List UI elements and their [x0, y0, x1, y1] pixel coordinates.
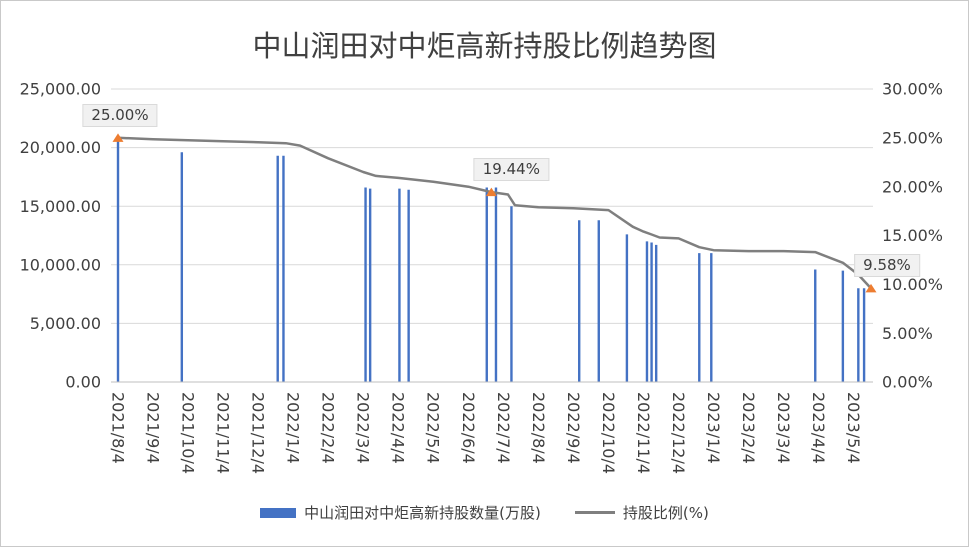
x-axis-label: 2023/5/4	[844, 392, 863, 464]
x-axis-label: 2022/9/4	[564, 392, 583, 464]
x-axis-label: 2023/2/4	[739, 392, 758, 464]
x-axis-label: 2022/12/4	[669, 392, 688, 474]
left-axis-label: 25,000.00	[20, 80, 101, 99]
x-axis-label: 2022/8/4	[529, 392, 548, 464]
right-axis-label: 10.00%	[882, 275, 943, 294]
x-axis-label: 2022/5/4	[424, 392, 443, 464]
left-axis-label: 5,000.00	[30, 314, 101, 333]
triangle-marker-icon	[112, 133, 124, 142]
legend-item-ratio: 持股比例(%)	[574, 502, 709, 523]
x-axis-label: 2021/11/4	[214, 392, 233, 474]
x-axis-label: 2022/10/4	[599, 392, 618, 474]
right-axis-label: 0.00%	[882, 373, 933, 392]
bar-series-swatch-icon	[260, 507, 297, 518]
x-axis-label: 2022/1/4	[284, 392, 303, 464]
x-axis-label: 2022/11/4	[634, 392, 653, 474]
x-axis-label: 2021/12/4	[249, 392, 268, 474]
x-axis-label: 2022/6/4	[459, 392, 478, 464]
x-axis-label: 2022/7/4	[494, 392, 513, 464]
right-axis-label: 5.00%	[882, 324, 933, 343]
x-axis-label: 2022/2/4	[319, 392, 338, 464]
x-axis-label: 2021/10/4	[178, 392, 197, 474]
right-axis-label: 25.00%	[882, 128, 943, 147]
line-series-label: 持股比例(%)	[622, 504, 709, 522]
bar-series-label: 中山润田对中炬高新持股数量(万股)	[304, 504, 541, 522]
line-series-swatch-icon	[574, 511, 615, 514]
left-axis-label: 10,000.00	[20, 255, 101, 274]
left-axis-label: 15,000.00	[20, 197, 101, 216]
data-label: 25.00%	[82, 103, 158, 127]
x-axis-label: 2023/3/4	[774, 392, 793, 464]
triangle-marker-icon	[865, 283, 877, 293]
x-axis-label: 2022/4/4	[389, 392, 408, 464]
x-axis-label: 2021/8/4	[108, 392, 127, 464]
triangle-marker-icon	[485, 187, 497, 197]
data-label: 9.58%	[854, 254, 920, 278]
x-axis-label: 2022/3/4	[354, 392, 373, 464]
x-axis-label: 2023/1/4	[704, 392, 723, 464]
left-axis-label: 0.00	[65, 373, 101, 392]
right-axis-label: 20.00%	[882, 177, 943, 196]
legend: 中山润田对中炬高新持股数量(万股) 持股比例(%)	[1, 502, 968, 523]
ratio-line	[117, 136, 872, 290]
chart-title: 中山润田对中炬高新持股比例趋势图	[252, 29, 717, 63]
right-axis-label: 15.00%	[882, 226, 943, 245]
x-axis-label: 2023/4/4	[809, 392, 828, 464]
right-axis-label: 30.00%	[882, 80, 943, 99]
legend-item-quantity: 中山润田对中炬高新持股数量(万股)	[260, 502, 541, 523]
left-axis-label: 20,000.00	[20, 138, 101, 157]
data-label: 19.44%	[473, 158, 549, 182]
x-axis-label: 2021/9/4	[143, 392, 162, 464]
